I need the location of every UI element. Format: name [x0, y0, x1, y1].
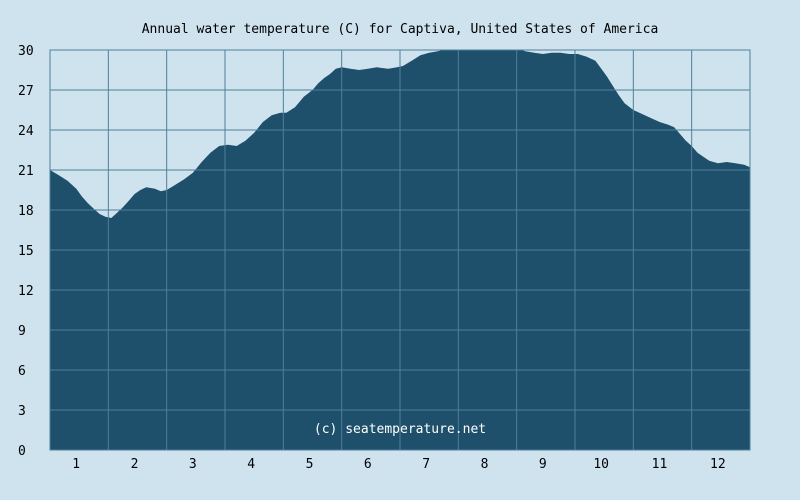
y-tick-label: 3: [18, 404, 26, 419]
y-tick-label: 0: [18, 444, 26, 459]
grid-lines-overlay: [49, 49, 751, 451]
x-tick-label: 3: [189, 457, 197, 472]
watermark: (c) seatemperature.net: [314, 422, 486, 437]
x-tick-label: 4: [247, 457, 255, 472]
y-tick-label: 30: [18, 44, 34, 59]
x-tick-label: 6: [364, 457, 372, 472]
y-tick-label: 9: [18, 324, 26, 339]
x-tick-label: 11: [652, 457, 668, 472]
y-tick-label: 15: [18, 244, 34, 259]
y-tick-label: 27: [18, 84, 34, 99]
y-tick-label: 24: [18, 124, 34, 139]
chart-title: Annual water temperature (C) for Captiva…: [142, 22, 659, 37]
y-tick-label: 6: [18, 364, 26, 379]
x-axis-ticks: 1 2 3 4 5 6 7 8 9 10 11 12: [72, 457, 725, 472]
x-tick-label: 1: [72, 457, 80, 472]
y-axis-ticks: 0 3 6 9 12 15 18 21 24 27 30: [18, 44, 34, 459]
x-tick-label: 8: [481, 457, 489, 472]
x-tick-label: 5: [306, 457, 314, 472]
y-tick-label: 18: [18, 204, 34, 219]
x-tick-label: 9: [539, 457, 547, 472]
x-tick-label: 12: [710, 457, 726, 472]
y-tick-label: 12: [18, 284, 34, 299]
x-tick-label: 2: [131, 457, 139, 472]
x-tick-label: 7: [422, 457, 430, 472]
y-tick-label: 21: [18, 164, 34, 179]
x-tick-label: 10: [593, 457, 609, 472]
